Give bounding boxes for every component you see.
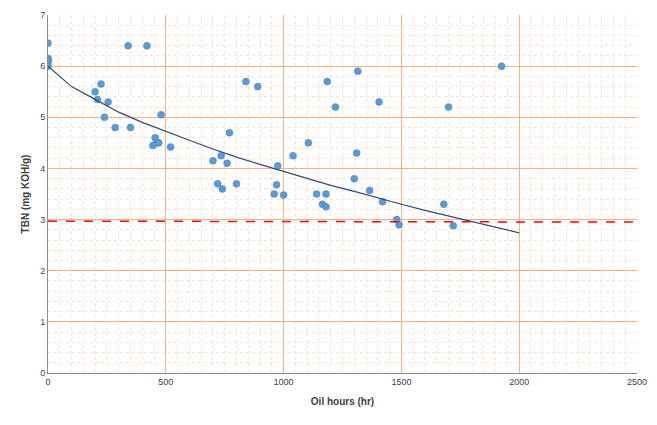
svg-text:1500: 1500 xyxy=(391,377,411,387)
svg-text:Oil hours (hr): Oil hours (hr) xyxy=(311,396,374,407)
svg-text:TBN (mg KOH/g): TBN (mg KOH/g) xyxy=(20,155,31,234)
svg-text:1000: 1000 xyxy=(274,377,294,387)
svg-text:5: 5 xyxy=(40,112,45,122)
svg-text:0: 0 xyxy=(40,368,45,378)
svg-text:6: 6 xyxy=(40,61,45,71)
svg-text:3: 3 xyxy=(40,215,45,225)
svg-text:1: 1 xyxy=(40,317,45,327)
svg-text:2500: 2500 xyxy=(627,377,647,387)
svg-text:7: 7 xyxy=(40,10,45,20)
svg-text:2: 2 xyxy=(40,266,45,276)
svg-text:4: 4 xyxy=(40,164,45,174)
svg-text:2000: 2000 xyxy=(509,377,529,387)
svg-text:0: 0 xyxy=(45,377,50,387)
svg-text:500: 500 xyxy=(158,377,173,387)
